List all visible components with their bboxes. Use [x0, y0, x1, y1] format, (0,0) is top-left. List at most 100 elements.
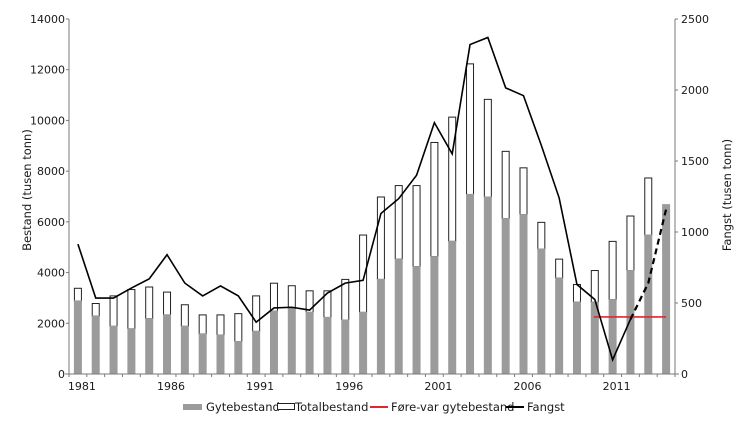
totalbestand-bar: [376, 196, 385, 280]
left-tick-label: 10000: [30, 114, 65, 127]
fangst-line-projection: [629, 209, 668, 320]
legend-label: Føre-var gytebestand: [391, 400, 514, 414]
totalbestand-bar: [252, 295, 261, 332]
gytebestand-bar: [394, 258, 403, 374]
left-tick-label: 6000: [37, 216, 65, 229]
totalbestand-bar: [555, 258, 564, 279]
totalbestand-bar: [644, 177, 653, 236]
gytebestand-bar: [73, 300, 82, 374]
gytebestand-bar: [269, 310, 278, 374]
totalbestand-bar: [519, 167, 528, 216]
totalbestand-bar: [466, 63, 475, 195]
gytebestand-bar: [483, 196, 492, 374]
right-tick-label: 2500: [681, 13, 709, 26]
gytebestand-bar: [448, 240, 457, 374]
gytebestand-bar: [501, 218, 510, 374]
gytebestand-bar: [91, 315, 100, 374]
legend-label: Gytebestand: [206, 400, 280, 414]
totalbestand-bar: [269, 282, 278, 312]
left-tick-label: 4000: [37, 267, 65, 280]
totalbestand-bar: [287, 285, 296, 310]
totalbestand-bar: [537, 221, 546, 250]
totalbestand-bar: [145, 286, 154, 320]
gytebestand-bar: [180, 325, 189, 374]
legend-swatch-outline-bar: [277, 403, 295, 410]
legend-item-fore-var-gytebestand: Føre-var gytebestand: [370, 400, 514, 414]
gytebestand-bar: [555, 277, 564, 374]
gytebestand-bar: [608, 299, 617, 374]
gytebestand-bar: [359, 311, 368, 374]
gytebestand-bar: [216, 334, 225, 374]
right-axis-label: Fangst (tusen tonn): [720, 139, 734, 251]
gytebestand-bar: [127, 328, 136, 374]
totalbestand-bar: [626, 215, 635, 272]
legend: Gytebestand Totalbestand Føre-var gytebe…: [183, 400, 565, 414]
gytebestand-bar: [287, 308, 296, 374]
gytebestand-bar: [644, 234, 653, 374]
gytebestand-bar: [376, 278, 385, 374]
x-tick-label: 1981: [68, 380, 96, 393]
gytebestand-bar: [466, 193, 475, 374]
totalbestand-bar: [180, 304, 189, 327]
totalbestand-bar: [341, 278, 350, 321]
legend-item-fangst: Fangst: [506, 400, 565, 414]
left-tick-label: 8000: [37, 165, 65, 178]
totalbestand-bar: [216, 314, 225, 336]
totalbestand-bar: [412, 185, 421, 268]
bars-layer: [73, 63, 671, 374]
totalbestand-bar: [73, 287, 82, 302]
legend-swatch-grey-bar: [183, 404, 202, 410]
gytebestand-bar: [572, 301, 581, 374]
right-tick-label: 0: [681, 368, 688, 381]
x-tick-label: 1991: [246, 380, 274, 393]
x-tick-label: 2011: [603, 380, 631, 393]
gytebestand-bar: [252, 330, 261, 374]
left-axis-label: Bestand (tusen tonn): [20, 129, 34, 251]
left-tick-label: 12000: [30, 64, 65, 77]
gytebestand-bar: [590, 301, 599, 374]
totalbestand-bar: [234, 313, 243, 343]
x-tick-label: 2001: [424, 380, 452, 393]
totalbestand-bar: [127, 289, 136, 330]
catch-line-layer: [77, 36, 668, 363]
totalbestand-bar: [501, 150, 510, 220]
gytebestand-bar: [305, 311, 314, 374]
legend-item-gytebestand: Gytebestand: [183, 400, 280, 414]
right-tick-label: 1500: [681, 155, 709, 168]
totalbestand-bar: [198, 314, 207, 335]
gytebestand-bar: [145, 318, 154, 374]
legend-label: Fangst: [527, 400, 565, 414]
x-tick-label: 1986: [157, 380, 185, 393]
x-tick-label: 2006: [514, 380, 542, 393]
gytebestand-bar: [234, 341, 243, 374]
gytebestand-bar: [430, 256, 439, 374]
right-tick-label: 500: [681, 297, 702, 310]
right-tick-label: 1000: [681, 226, 709, 239]
gytebestand-bar: [341, 319, 350, 374]
totalbestand-bar: [91, 303, 100, 317]
totalbestand-bar: [109, 295, 118, 327]
left-tick-label: 0: [58, 368, 65, 381]
totalbestand-bar: [163, 291, 172, 316]
axes-layer: 0 2000 4000 6000 8000 10000 12000 14000 0 500 1000…: [30, 13, 709, 393]
totalbestand-bar: [430, 141, 439, 258]
gytebestand-bar: [626, 270, 635, 374]
gytebestand-bar: [323, 316, 332, 374]
gytebestand-bar: [519, 214, 528, 374]
legend-label: Totalbestand: [294, 400, 368, 414]
left-tick-label: 14000: [30, 13, 65, 26]
gytebestand-bar: [109, 325, 118, 374]
gytebestand-bar: [662, 204, 671, 374]
gytebestand-bar: [163, 314, 172, 374]
x-tick-label: 1996: [335, 380, 363, 393]
gytebestand-bar: [412, 266, 421, 374]
totalbestand-bar: [608, 240, 617, 301]
gytebestand-bar: [537, 248, 546, 374]
totalbestand-bar: [483, 98, 492, 198]
fangst-line: [77, 36, 632, 363]
gytebestand-bar: [198, 333, 207, 374]
right-tick-label: 2000: [681, 84, 709, 97]
left-tick-label: 2000: [37, 317, 65, 330]
